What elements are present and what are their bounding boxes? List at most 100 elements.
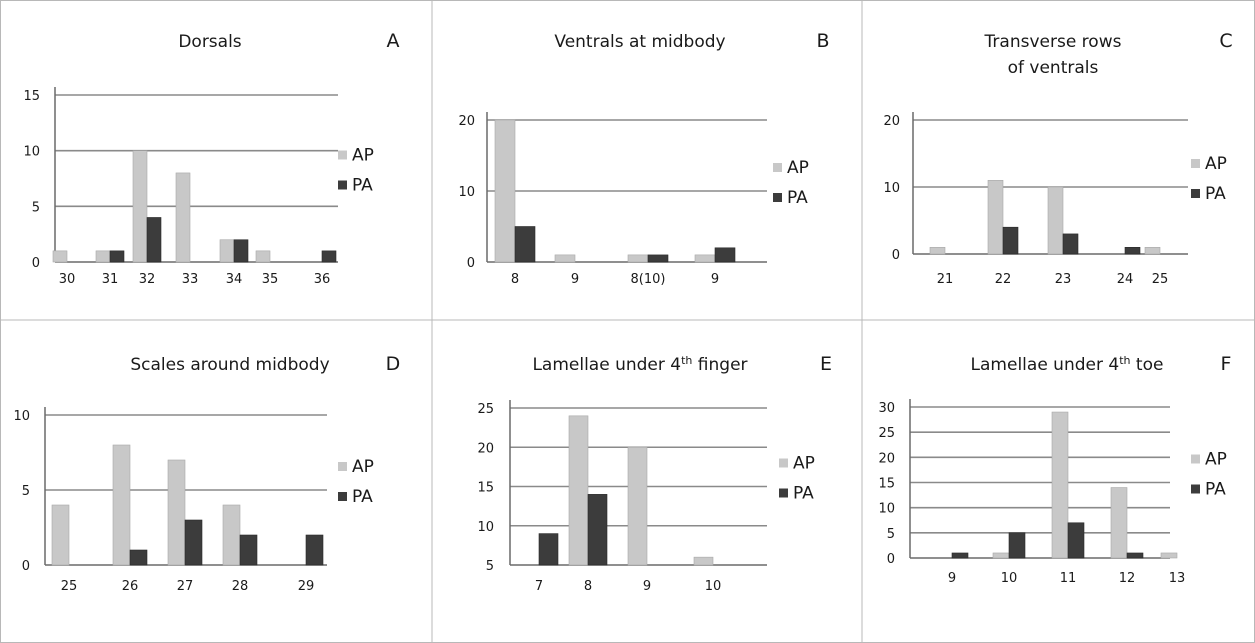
bar-ap-5 [1160, 552, 1178, 559]
panel-title: Transverse rows [984, 32, 1122, 52]
x-tick-label: 26 [122, 579, 139, 594]
x-tick-label: 21 [937, 272, 954, 287]
bar-ap-4 [175, 172, 191, 263]
x-tick-label: 35 [262, 272, 279, 287]
bar-pa-1 [538, 533, 559, 566]
panel-title: Lamellae under 4th toe [971, 354, 1164, 376]
y-tick-label: 10 [883, 181, 900, 196]
bar-pa-3 [647, 254, 669, 263]
bar-ap-4 [222, 504, 241, 566]
bar-ap-3 [167, 459, 186, 566]
bar-ap-2 [992, 552, 1010, 559]
chart-panel-e: 5 10 15 20 25 7 8 9 10 Lamellae under 4th finger E… [477, 353, 832, 594]
bar-pa-4 [1124, 247, 1141, 255]
y-tick-label: 5 [887, 527, 895, 542]
panel-letter: A [387, 30, 400, 52]
panel-title: Ventrals at midbody [554, 32, 725, 52]
x-tick-label: 25 [1152, 272, 1169, 287]
x-tick-label: 27 [177, 579, 194, 594]
x-tick-label: 29 [298, 579, 315, 594]
bar-ap-3 [627, 446, 648, 566]
bar-ap-2 [95, 250, 111, 263]
legend-swatch-ap [1191, 159, 1200, 168]
panel-title: Dorsals [178, 32, 241, 52]
bar-pa-3 [1067, 522, 1085, 559]
x-tick-label: 9 [643, 579, 651, 594]
legend-label-ap: AP [352, 146, 374, 166]
x-tick-label: 11 [1060, 571, 1077, 586]
bar-ap-3 [132, 150, 148, 263]
x-tick-label: 10 [705, 579, 722, 594]
legend-swatch-pa [338, 180, 347, 190]
legend-swatch-ap [338, 462, 347, 471]
legend-swatch-ap [1191, 454, 1200, 464]
y-tick-label: 10 [458, 185, 475, 200]
y-tick-label: 5 [32, 200, 40, 215]
bar-pa-2 [587, 494, 608, 566]
bar-pa-4 [714, 247, 736, 263]
legend-swatch-pa [338, 492, 347, 501]
bar-ap-3 [627, 254, 649, 263]
bar-ap-3 [1051, 411, 1069, 559]
panel-letter: B [816, 30, 829, 52]
y-tick-label: 0 [22, 559, 30, 574]
x-tick-label: 13 [1169, 571, 1186, 586]
x-tick-label: 8 [511, 272, 519, 287]
legend-label-ap: AP [1205, 154, 1227, 174]
x-tick-label: 31 [102, 272, 119, 287]
y-tick-label: 25 [878, 426, 895, 441]
bar-pa-4 [239, 534, 258, 566]
y-tick-label: 20 [477, 441, 494, 456]
x-tick-label: 34 [226, 272, 243, 287]
y-tick-label: 20 [878, 451, 895, 466]
y-tick-label: 10 [23, 145, 40, 160]
chart-panels: 0 5 10 15 30 31 32 33 34 35 36 Dorsals A AP PA 0 10 20 8 9 8… [13, 30, 1232, 594]
x-tick-label: 8(10) [631, 272, 666, 287]
bar-ap-1 [52, 250, 68, 263]
y-tick-label: 10 [878, 502, 895, 517]
legend-label-pa: PA [787, 188, 808, 208]
legend-label-pa: PA [352, 487, 373, 507]
bar-pa-2 [129, 549, 148, 566]
bar-pa-2 [1008, 532, 1026, 559]
y-tick-label: 0 [467, 256, 475, 271]
bar-ap-5 [219, 239, 235, 263]
y-tick-label: 25 [477, 402, 494, 417]
legend-label-pa: PA [1205, 480, 1226, 500]
legend-swatch-ap [779, 458, 788, 468]
panel-letter: D [386, 353, 401, 375]
bar-pa-2 [1002, 226, 1019, 255]
x-tick-label: 8 [584, 579, 592, 594]
bar-ap-4 [1110, 487, 1128, 559]
legend-swatch-ap [773, 163, 782, 172]
bar-pa-5 [305, 534, 324, 566]
bar-pa-3 [1062, 233, 1079, 255]
legend-label-pa: PA [1205, 184, 1226, 204]
chart-panel-d: 0 5 10 25 26 27 28 29 Scales around midbody D AP PA [13, 353, 400, 594]
bar-ap-2 [554, 254, 576, 263]
legend-label-ap: AP [787, 158, 809, 178]
y-tick-label: 0 [887, 552, 895, 567]
x-tick-label: 33 [182, 272, 199, 287]
chart-panel-f: 0 5 10 15 20 25 30 9 10 11 12 13 Lamellae under 4th … [878, 353, 1231, 586]
panel-letter: F [1221, 353, 1232, 375]
x-tick-label: 9 [948, 571, 956, 586]
x-tick-label: 10 [1001, 571, 1018, 586]
chart-panel-a: 0 5 10 15 30 31 32 33 34 35 36 Dorsals A AP PA [23, 30, 399, 287]
bar-ap-3 [1047, 186, 1064, 255]
y-tick-label: 5 [486, 559, 494, 574]
bar-pa-7 [321, 250, 337, 263]
chart-panel-b: 0 10 20 8 9 8(10) 9 Ventrals at midbody B AP PA [458, 30, 829, 287]
y-tick-label: 10 [13, 409, 30, 424]
bar-ap-4 [693, 556, 714, 566]
bar-ap-6 [255, 250, 271, 263]
bar-pa-3 [184, 519, 203, 566]
y-tick-label: 15 [477, 481, 494, 496]
legend-label-ap: AP [793, 454, 815, 474]
y-tick-label: 15 [23, 89, 40, 104]
bar-pa-5 [233, 239, 249, 263]
panel-title: Lamellae under 4th finger [532, 354, 747, 376]
bar-ap-2 [568, 415, 589, 566]
legend-swatch-ap [338, 150, 347, 160]
